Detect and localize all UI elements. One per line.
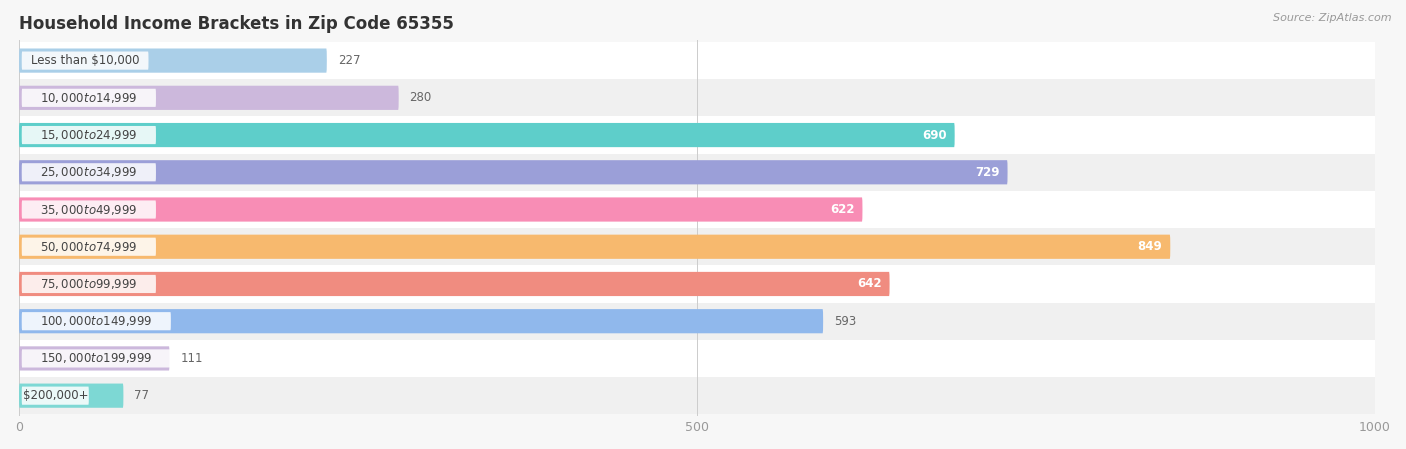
FancyBboxPatch shape [21,312,172,330]
Text: $15,000 to $24,999: $15,000 to $24,999 [41,128,138,142]
Text: $35,000 to $49,999: $35,000 to $49,999 [41,202,138,216]
Text: Less than $10,000: Less than $10,000 [31,54,139,67]
Text: 111: 111 [180,352,202,365]
FancyBboxPatch shape [0,303,1406,340]
FancyBboxPatch shape [20,383,124,408]
FancyBboxPatch shape [21,238,156,256]
Text: 227: 227 [337,54,360,67]
FancyBboxPatch shape [20,160,1008,185]
Text: 849: 849 [1137,240,1163,253]
FancyBboxPatch shape [20,346,170,370]
FancyBboxPatch shape [0,42,1406,79]
FancyBboxPatch shape [20,123,955,147]
FancyBboxPatch shape [21,52,149,70]
Text: 77: 77 [134,389,149,402]
FancyBboxPatch shape [21,89,156,107]
Text: 690: 690 [922,128,946,141]
FancyBboxPatch shape [0,377,1406,414]
FancyBboxPatch shape [0,79,1406,116]
FancyBboxPatch shape [20,309,823,333]
Text: Household Income Brackets in Zip Code 65355: Household Income Brackets in Zip Code 65… [20,15,454,33]
FancyBboxPatch shape [20,198,862,222]
Text: 593: 593 [834,315,856,328]
Text: $10,000 to $14,999: $10,000 to $14,999 [41,91,138,105]
FancyBboxPatch shape [0,340,1406,377]
FancyBboxPatch shape [20,235,1170,259]
FancyBboxPatch shape [20,48,326,73]
Text: $100,000 to $149,999: $100,000 to $149,999 [41,314,152,328]
Text: $150,000 to $199,999: $150,000 to $199,999 [41,352,152,365]
Text: 622: 622 [830,203,855,216]
FancyBboxPatch shape [0,191,1406,228]
FancyBboxPatch shape [21,275,156,293]
Text: Source: ZipAtlas.com: Source: ZipAtlas.com [1274,13,1392,23]
Text: $25,000 to $34,999: $25,000 to $34,999 [41,165,138,179]
Text: $50,000 to $74,999: $50,000 to $74,999 [41,240,138,254]
FancyBboxPatch shape [20,272,890,296]
FancyBboxPatch shape [21,163,156,181]
FancyBboxPatch shape [21,387,89,405]
FancyBboxPatch shape [0,116,1406,154]
FancyBboxPatch shape [0,228,1406,265]
Text: 729: 729 [974,166,1000,179]
Text: $200,000+: $200,000+ [22,389,89,402]
FancyBboxPatch shape [21,200,156,219]
FancyBboxPatch shape [21,349,172,368]
FancyBboxPatch shape [0,154,1406,191]
FancyBboxPatch shape [0,265,1406,303]
FancyBboxPatch shape [20,86,399,110]
Text: 642: 642 [856,277,882,291]
Text: $75,000 to $99,999: $75,000 to $99,999 [41,277,138,291]
Text: 280: 280 [409,91,432,104]
FancyBboxPatch shape [21,126,156,144]
